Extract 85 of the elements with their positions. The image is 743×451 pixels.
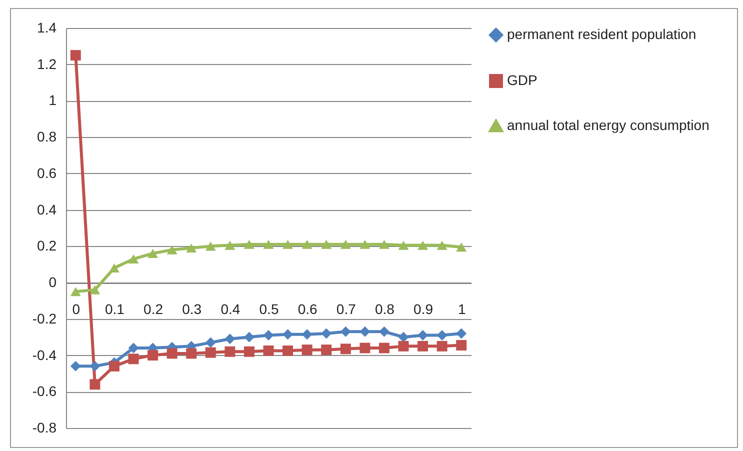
point bbox=[321, 344, 332, 356]
legend-label: permanent resident population bbox=[507, 26, 696, 42]
point bbox=[302, 329, 312, 340]
point bbox=[108, 360, 120, 372]
point bbox=[148, 350, 158, 361]
point bbox=[128, 342, 139, 354]
y-tick-label: 0 bbox=[48, 274, 57, 290]
point bbox=[378, 326, 390, 337]
point bbox=[205, 347, 216, 358]
x-tick-label: 0.3 bbox=[182, 301, 202, 318]
x-tick-label: 1 bbox=[458, 301, 466, 318]
x-tick-label: 0.6 bbox=[298, 301, 318, 318]
point bbox=[224, 334, 236, 344]
legend-label: GDP bbox=[507, 72, 538, 88]
x-tick-label: 0.9 bbox=[414, 301, 434, 318]
point bbox=[340, 344, 351, 354]
point bbox=[340, 326, 351, 337]
point bbox=[360, 240, 370, 249]
y-tick-label: 1.4 bbox=[37, 20, 57, 36]
y-tick-label: 1 bbox=[48, 92, 57, 108]
y-tick-label: 0.4 bbox=[37, 201, 57, 218]
point bbox=[398, 332, 409, 342]
point bbox=[321, 240, 332, 249]
point bbox=[90, 285, 100, 294]
point bbox=[205, 242, 216, 251]
point bbox=[282, 329, 294, 340]
y-tick-label: -0.8 bbox=[32, 420, 57, 436]
point bbox=[456, 340, 467, 351]
point bbox=[436, 240, 448, 250]
x-tick-label: 0.5 bbox=[259, 301, 279, 318]
y-tick-label: -0.4 bbox=[32, 346, 57, 363]
point bbox=[263, 240, 274, 249]
point bbox=[128, 354, 139, 364]
point bbox=[282, 240, 294, 249]
point bbox=[128, 254, 139, 264]
point bbox=[378, 240, 390, 249]
point bbox=[398, 240, 409, 250]
point bbox=[418, 240, 428, 250]
y-tick-label: 1.2 bbox=[37, 56, 57, 72]
x-tick-label: 0.2 bbox=[144, 301, 164, 318]
point bbox=[205, 337, 216, 348]
x-tick-label: 0 bbox=[72, 301, 80, 318]
point bbox=[166, 348, 178, 359]
point bbox=[224, 346, 236, 357]
y-tick-label: 0.2 bbox=[37, 238, 57, 254]
point bbox=[70, 360, 81, 372]
x-tick-label: 0.1 bbox=[104, 301, 125, 318]
point bbox=[282, 345, 294, 356]
point bbox=[90, 379, 100, 390]
point bbox=[224, 240, 236, 250]
x-tick-label: 0.8 bbox=[374, 301, 395, 318]
point bbox=[360, 326, 370, 337]
point bbox=[378, 342, 390, 354]
point bbox=[186, 243, 197, 253]
x-tick-label: 0.4 bbox=[220, 301, 240, 318]
point bbox=[108, 263, 120, 273]
point bbox=[148, 248, 158, 258]
point bbox=[321, 328, 332, 339]
y-tick-label: -0.6 bbox=[32, 383, 57, 400]
point bbox=[166, 245, 178, 254]
point bbox=[244, 346, 254, 357]
point bbox=[456, 328, 467, 339]
point bbox=[340, 240, 351, 249]
point bbox=[360, 342, 370, 354]
y-tick-label: 0.6 bbox=[37, 164, 57, 181]
x-tick-label: 0.7 bbox=[336, 301, 356, 318]
point bbox=[398, 340, 409, 352]
y-tick-label: 0.8 bbox=[37, 128, 57, 145]
point bbox=[263, 330, 274, 341]
point bbox=[302, 344, 312, 356]
legend-label: annual total energy consumption bbox=[507, 117, 710, 133]
point bbox=[302, 240, 312, 249]
point bbox=[244, 240, 254, 249]
point bbox=[244, 332, 254, 342]
point bbox=[436, 340, 448, 352]
point bbox=[70, 287, 81, 296]
point bbox=[263, 345, 274, 356]
y-tick-label: -0.2 bbox=[32, 310, 57, 326]
point bbox=[70, 50, 81, 61]
point bbox=[436, 330, 448, 341]
point bbox=[418, 330, 428, 341]
point bbox=[456, 242, 467, 252]
point bbox=[418, 340, 428, 352]
point bbox=[186, 348, 197, 359]
point bbox=[90, 360, 100, 372]
